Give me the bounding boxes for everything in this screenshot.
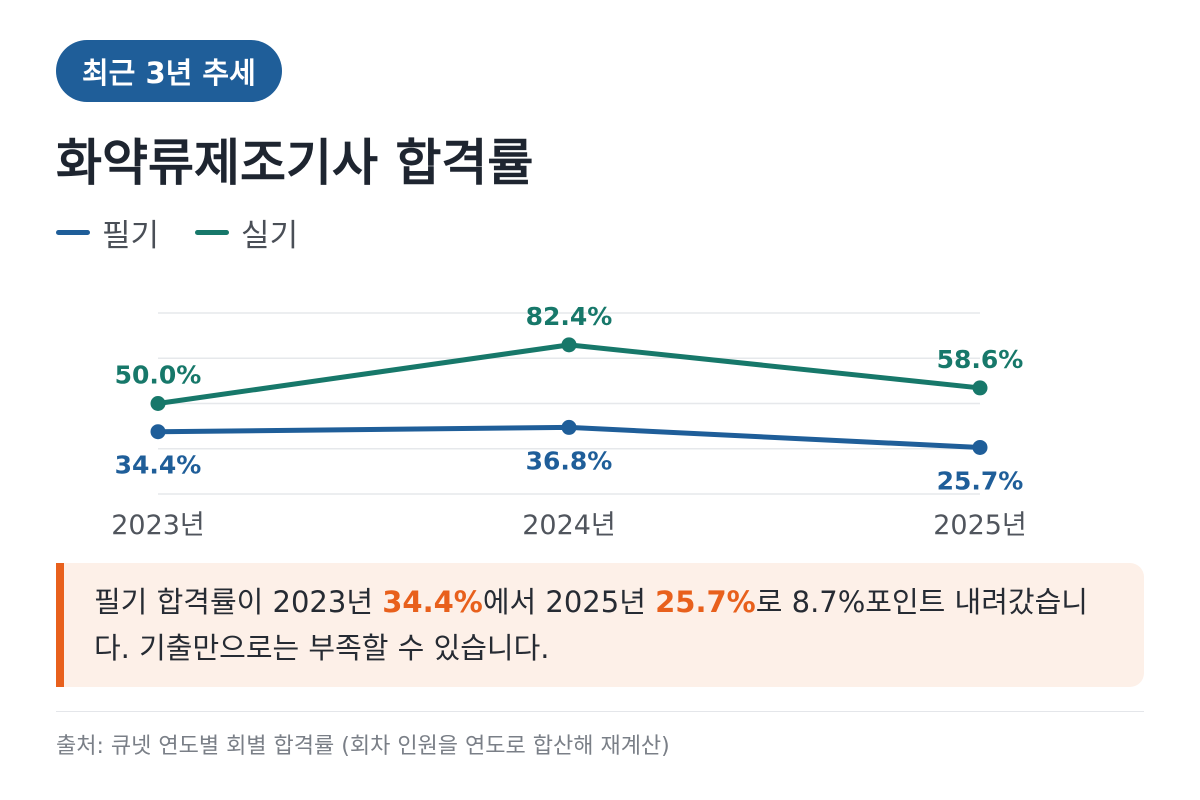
legend-label-practical: 실기 (241, 217, 299, 254)
pass-rate-line-chart: 2023년 2024년 2025년 34.4% 36.8% 25.7% 50.0% 82.4%… (111, 302, 1027, 541)
chart-legend: 필기 실기 (56, 210, 334, 254)
legend-item-written: 필기 (56, 210, 159, 255)
data-point-practical (561, 337, 577, 353)
note-value-2025: 25.7% (655, 585, 756, 619)
data-label-practical: 82.4% (526, 302, 613, 331)
chart-title: 화약류제조기사 합격률 (56, 134, 534, 192)
note-text-2: 에서 2025년 (482, 585, 656, 619)
legend-label-written: 필기 (102, 217, 160, 254)
source-note: 출처: 큐넷 연도별 회별 합격률 (회차 인원을 연도로 합산해 재계산) (56, 734, 670, 759)
legend-item-practical: 실기 (195, 210, 298, 255)
data-point-written (972, 439, 988, 455)
legend-swatch-practical (195, 229, 230, 235)
data-point-written (561, 419, 577, 435)
note-value-2023: 34.4% (382, 585, 483, 619)
period-badge: 최근 3년 추세 (56, 40, 282, 102)
data-point-practical (972, 380, 988, 396)
note-text-3: 로 8.7%포인트 내려갔습니다. 기출만으로는 부족할 수 있습니다. (94, 585, 1088, 665)
data-label-practical: 58.6% (937, 345, 1024, 374)
data-label-written: 36.8% (526, 446, 613, 475)
summary-callout: 필기 합격률이 2023년 34.4%에서 2025년 25.7%로 8.7%포… (56, 563, 1144, 687)
data-label-written: 34.4% (115, 451, 202, 480)
series-line-practical (155, 342, 983, 406)
x-tick-label: 2025년 (933, 510, 1027, 541)
data-point-written (150, 424, 166, 440)
note-text-1: 필기 합격률이 2023년 (94, 585, 383, 619)
data-label-written: 25.7% (937, 466, 1024, 495)
legend-swatch-written (56, 229, 90, 235)
data-point-practical (150, 396, 166, 411)
x-tick-label: 2023년 (111, 510, 205, 541)
footer-divider (56, 711, 1144, 712)
data-label-practical: 50.0% (115, 361, 202, 390)
x-tick-label: 2024년 (522, 510, 616, 541)
